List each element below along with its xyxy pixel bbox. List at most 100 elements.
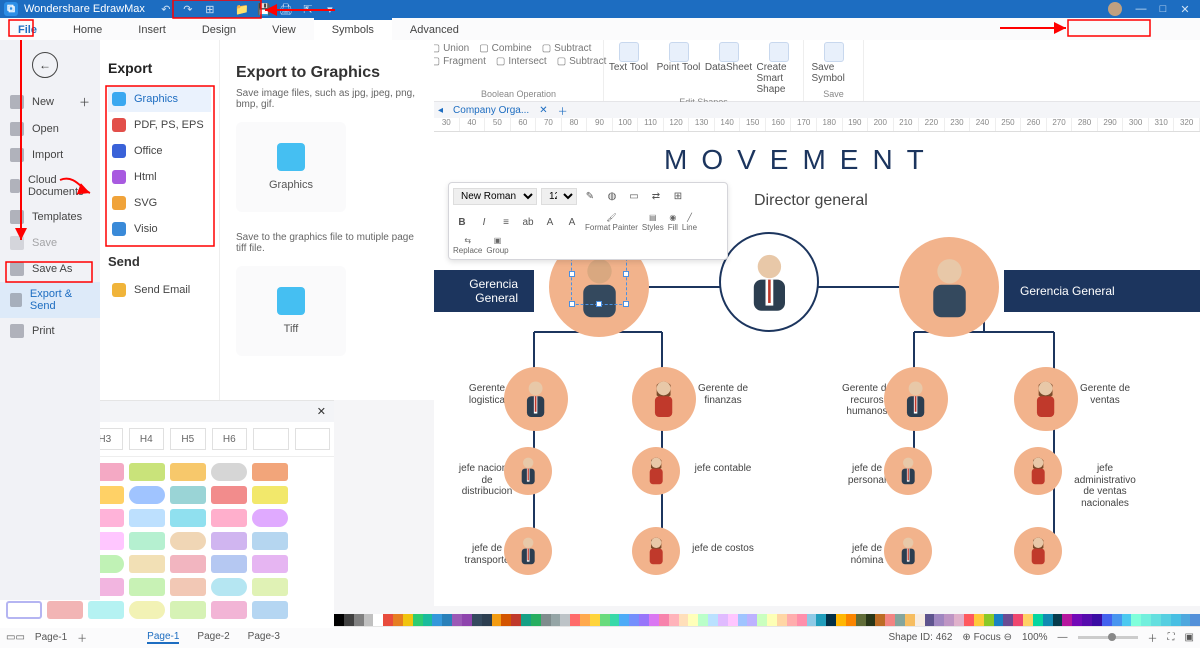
org-node[interactable] — [504, 367, 568, 431]
shape-swatch[interactable] — [252, 532, 288, 550]
color-swatch[interactable] — [738, 614, 748, 626]
file-panel-import[interactable]: Import — [0, 142, 100, 168]
color-swatch[interactable] — [1190, 614, 1200, 626]
color-swatch[interactable] — [1181, 614, 1191, 626]
color-swatch[interactable] — [1023, 614, 1033, 626]
shape-swatch[interactable] — [252, 486, 288, 504]
shape-swatch[interactable] — [88, 601, 124, 619]
color-swatch[interactable] — [560, 614, 570, 626]
color-swatch[interactable] — [521, 614, 531, 626]
color-swatch[interactable] — [994, 614, 1004, 626]
org-node[interactable] — [884, 367, 948, 431]
save-symbol[interactable]: Save Symbol — [812, 42, 856, 84]
shape-swatch[interactable] — [211, 486, 247, 504]
pages-icon[interactable]: ▭▭ — [6, 632, 25, 643]
export-card-tiff[interactable]: Tiff — [236, 266, 346, 356]
shape-swatch[interactable] — [252, 555, 288, 573]
undo-icon[interactable]: ↶ — [158, 1, 174, 17]
zoom-out-icon[interactable]: — — [1058, 632, 1068, 643]
send-send-email[interactable]: Send Email — [108, 277, 211, 303]
avatar-gerencia-right[interactable] — [899, 237, 999, 337]
color-swatch[interactable] — [816, 614, 826, 626]
file-panel-open[interactable]: Open — [0, 116, 100, 142]
font-size-icon[interactable]: A — [563, 214, 581, 232]
text-style-h4[interactable]: H4 — [129, 428, 165, 450]
text-placeholder[interactable] — [253, 428, 289, 450]
group-icon[interactable]: ⊞ — [669, 187, 687, 205]
page-add-icon[interactable]: ＋ — [77, 630, 87, 645]
color-swatch[interactable] — [1003, 614, 1013, 626]
color-swatch[interactable] — [728, 614, 738, 626]
color-swatch[interactable] — [383, 614, 393, 626]
color-swatch[interactable] — [669, 614, 679, 626]
lib-close-icon[interactable]: ✕ — [317, 405, 326, 418]
color-swatch[interactable] — [905, 614, 915, 626]
color-swatch[interactable] — [1112, 614, 1122, 626]
color-swatch[interactable] — [511, 614, 521, 626]
org-node[interactable] — [632, 527, 680, 575]
org-node[interactable] — [884, 447, 932, 495]
export-office[interactable]: Office — [108, 138, 211, 164]
menu-view[interactable]: View — [254, 20, 314, 40]
shape-swatch[interactable] — [211, 509, 247, 527]
format-toolbar[interactable]: New Roman 12 ✎ ◍ ▭ ⇄ ⊞ B I ≡ ab A A 🖌For… — [448, 182, 728, 260]
bool-fragment[interactable]: ▢ Fragment — [429, 55, 488, 68]
shape-swatch[interactable] — [170, 578, 206, 596]
fill[interactable]: ◉Fill — [668, 213, 678, 232]
maximize-icon[interactable]: □ — [1152, 3, 1174, 15]
color-bar[interactable] — [334, 614, 1200, 626]
color-swatch[interactable] — [718, 614, 728, 626]
color-swatch[interactable] — [767, 614, 777, 626]
color-swatch[interactable] — [1092, 614, 1102, 626]
save-icon[interactable]: 💾 — [256, 1, 272, 17]
bool-intersect[interactable]: ▢ Intersect — [494, 55, 549, 68]
color-swatch[interactable] — [708, 614, 718, 626]
shape-swatch[interactable] — [129, 601, 165, 619]
file-panel-templates[interactable]: Templates — [0, 204, 100, 230]
redo-icon[interactable]: ↷ — [180, 1, 196, 17]
org-node[interactable] — [632, 367, 696, 431]
color-swatch[interactable] — [462, 614, 472, 626]
page-3[interactable]: Page-3 — [248, 631, 280, 644]
color-swatch[interactable] — [423, 614, 433, 626]
color-swatch[interactable] — [856, 614, 866, 626]
color-swatch[interactable] — [590, 614, 600, 626]
shape-swatch[interactable] — [252, 463, 288, 481]
file-panel-export-send[interactable]: Export & Send — [0, 282, 100, 318]
shape-swatch[interactable] — [170, 463, 206, 481]
org-node[interactable] — [1014, 527, 1062, 575]
color-swatch[interactable] — [432, 614, 442, 626]
zoom-slider[interactable] — [1078, 636, 1138, 639]
shape-swatch[interactable] — [129, 463, 165, 481]
bool-combine[interactable]: ▢ Combine — [477, 42, 533, 55]
format-painter[interactable]: 🖌Format Painter — [585, 213, 638, 232]
size-select[interactable]: 12 — [541, 188, 577, 205]
styles[interactable]: ▤Styles — [642, 213, 664, 232]
color-swatch[interactable] — [1082, 614, 1092, 626]
color-swatch[interactable] — [1131, 614, 1141, 626]
datasheet[interactable]: DataSheet — [707, 42, 751, 95]
menu-design[interactable]: Design — [184, 20, 254, 40]
open-icon[interactable]: 📁 — [234, 1, 250, 17]
export-html[interactable]: Html — [108, 164, 211, 190]
shape-swatch[interactable] — [211, 578, 247, 596]
color-swatch[interactable] — [698, 614, 708, 626]
color-swatch[interactable] — [777, 614, 787, 626]
color-swatch[interactable] — [679, 614, 689, 626]
color-swatch[interactable] — [895, 614, 905, 626]
pen-icon[interactable]: ✎ — [581, 187, 599, 205]
color-swatch[interactable] — [649, 614, 659, 626]
menu-insert[interactable]: Insert — [120, 20, 184, 40]
group-col[interactable]: ▣Group — [486, 236, 508, 255]
strike-icon[interactable]: ab — [519, 214, 537, 232]
shape-swatch[interactable] — [170, 486, 206, 504]
org-node[interactable] — [504, 527, 552, 575]
color-swatch[interactable] — [846, 614, 856, 626]
file-panel-cloud-documents[interactable]: Cloud Documents — [0, 168, 100, 204]
point-tool[interactable]: Point Tool — [657, 42, 701, 95]
color-swatch[interactable] — [482, 614, 492, 626]
shape-swatch[interactable] — [252, 578, 288, 596]
color-swatch[interactable] — [413, 614, 423, 626]
menu-file[interactable]: File — [0, 20, 55, 40]
shape-swatch[interactable] — [129, 555, 165, 573]
